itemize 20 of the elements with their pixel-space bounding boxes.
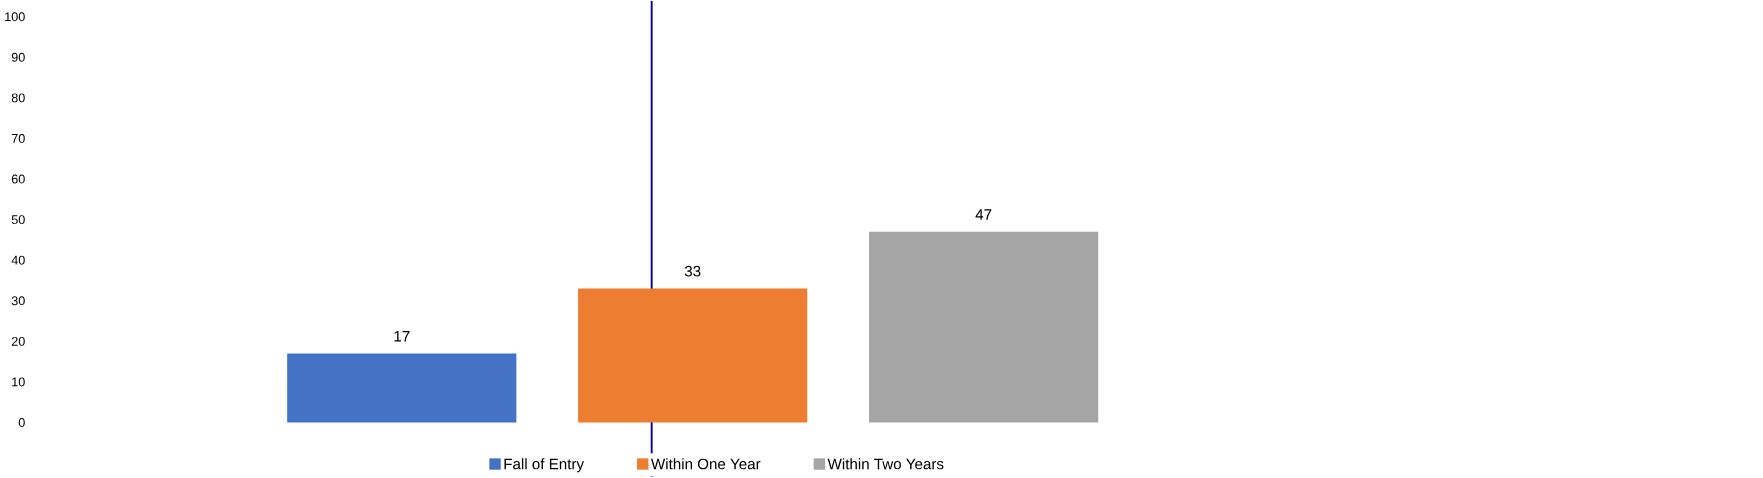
data-label: 17 (394, 331, 410, 342)
y-tick-label: 40 (11, 255, 25, 265)
y-tick-label: 60 (11, 174, 25, 184)
y-tick-label: 50 (11, 215, 25, 225)
bar (287, 353, 517, 423)
y-tick-label: 100 (5, 12, 25, 22)
data-label: 47 (975, 209, 992, 220)
y-tick-label: 10 (12, 377, 25, 387)
y-tick-label: 20 (11, 337, 25, 346)
legend-label: Fall of Entry (504, 458, 584, 473)
y-tick-label: 30 (11, 296, 25, 306)
y-tick-label: 80 (11, 93, 25, 103)
y-tick-label: 90 (11, 52, 25, 62)
bar (869, 231, 1099, 423)
bar (578, 288, 808, 423)
legend-label: Within One Year (651, 458, 761, 470)
legend-label: Within Two Years (827, 458, 944, 470)
data-label: 33 (684, 265, 701, 277)
y-tick-label: 70 (11, 134, 25, 144)
y-tick-label: 0 (18, 418, 25, 428)
